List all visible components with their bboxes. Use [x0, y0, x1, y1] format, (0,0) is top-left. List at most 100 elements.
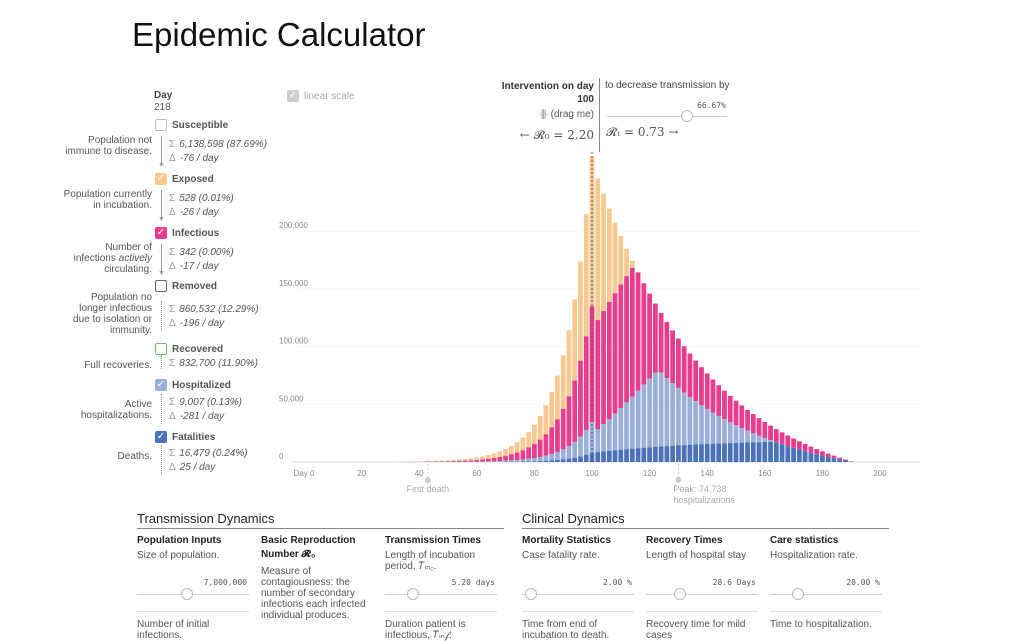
param-slider-track[interactable]: [770, 594, 882, 595]
bar-infectious: [641, 283, 646, 384]
param-description: Measure of contagiousness: the number of…: [261, 566, 379, 621]
bar-infectious: [474, 460, 479, 462]
bar-hospitalized: [497, 461, 502, 462]
decrease-slider-knob[interactable]: [681, 110, 693, 122]
compartment-description: Active hospitalizations.: [62, 399, 152, 421]
param-value: 28.6 Days: [646, 578, 756, 587]
param-slider-knob[interactable]: [674, 588, 686, 600]
day-value: 218: [154, 102, 171, 113]
flow-connector: [161, 301, 162, 331]
checked-checkbox-icon: ✓: [155, 379, 167, 391]
bar-infectious: [739, 405, 744, 428]
intervention-day: 100: [577, 94, 594, 105]
bar-fatalities: [595, 452, 600, 462]
delta-value: -196 / day: [180, 318, 224, 329]
delta-value: -76 / day: [180, 153, 219, 164]
param-slider-track[interactable]: [646, 594, 758, 595]
intervention-handle-line[interactable]: [599, 78, 600, 152]
bar-infectious: [521, 450, 526, 459]
compartment-description: Full recoveries.: [62, 360, 152, 371]
compartment-toggle-recovered[interactable]: Recovered: [155, 343, 223, 355]
bar-hospitalized: [526, 459, 531, 462]
bar-hospitalized: [693, 401, 698, 444]
bar-infectious: [665, 322, 670, 378]
bar-infectious: [624, 276, 629, 402]
bar-infectious: [682, 346, 687, 392]
bar-infectious: [618, 285, 623, 409]
compartment-delta: Δ 25 / day: [169, 461, 248, 475]
linear-scale-toggle[interactable]: ✓ linear scale: [287, 90, 355, 102]
bar-infectious: [716, 385, 721, 416]
bar-infectious: [497, 457, 502, 461]
bar-infectious: [843, 460, 848, 461]
param-separator: [646, 611, 758, 612]
bar-infectious: [549, 428, 554, 454]
param-slider-knob[interactable]: [792, 588, 804, 600]
param-description-secondary: Number of initial infections.: [137, 619, 255, 641]
bar-exposed: [486, 455, 491, 459]
bar-infectious: [647, 294, 652, 379]
decrease-slider-track[interactable]: [607, 116, 727, 117]
bar-fatalities: [561, 459, 566, 462]
compartment-label: Fatalities: [172, 432, 215, 443]
sum-value: 528 (0.01%): [179, 193, 233, 204]
param-value: 5.20 days: [385, 578, 495, 587]
param-slider-knob[interactable]: [525, 588, 537, 600]
param-slider-knob[interactable]: [181, 588, 193, 600]
peak-dot: [675, 477, 681, 483]
compartment-toggle-fatalities[interactable]: ✓Fatalities: [155, 431, 215, 443]
delta-value: 25 / day: [180, 462, 216, 473]
compartment-delta: Δ-26 / day: [169, 206, 234, 220]
bar-fatalities: [682, 445, 687, 462]
bar-fatalities: [526, 461, 531, 462]
bar-infectious: [688, 354, 693, 397]
compartment-delta: Δ-281 / day: [169, 410, 242, 424]
bar-fatalities: [636, 448, 641, 462]
param-slider-track[interactable]: [522, 594, 634, 595]
y-tick-label: 0: [279, 452, 284, 461]
param-description: Length of incubation period, 𝑇ᵢₙ꜀.: [385, 550, 503, 572]
bar-fatalities: [774, 442, 779, 462]
compartment-toggle-infectious[interactable]: ✓Infectious: [155, 227, 219, 239]
bar-infectious: [809, 447, 814, 453]
intervention-label: Intervention on day 100: [490, 80, 594, 106]
compartment-toggle-hospitalized[interactable]: ✓Hospitalized: [155, 379, 231, 391]
bar-exposed: [572, 299, 577, 380]
bar-infectious: [526, 447, 531, 458]
bar-fatalities: [757, 442, 762, 462]
bar-fatalities: [567, 459, 572, 462]
bar-fatalities: [584, 455, 589, 462]
sum-value: 342 (0.00%): [179, 247, 233, 258]
delta-icon: Δ: [169, 462, 176, 473]
param-description: Size of population.: [137, 550, 255, 561]
param-slider-track[interactable]: [385, 594, 497, 595]
bar-exposed: [457, 460, 462, 461]
param-slider-track[interactable]: [137, 594, 249, 595]
bar-fatalities: [780, 444, 785, 462]
bar-hospitalized: [768, 440, 773, 442]
page-title: Epidemic Calculator: [132, 16, 425, 54]
compartment-toggle-removed[interactable]: Removed: [155, 280, 217, 292]
bar-hospitalized: [705, 409, 710, 444]
checkbox-icon: [155, 343, 167, 355]
bar-exposed: [607, 209, 612, 302]
compartment-toggle-susceptible[interactable]: Susceptible: [155, 119, 228, 131]
arrow-down-icon: ▼: [158, 216, 165, 223]
bar-infectious: [584, 336, 589, 430]
param-slider-knob[interactable]: [407, 588, 419, 600]
compartment-toggle-exposed[interactable]: ✓Exposed: [155, 173, 214, 185]
bar-infectious: [463, 461, 468, 462]
bar-hospitalized: [584, 430, 589, 455]
bar-hospitalized: [670, 383, 675, 446]
bar-hospitalized: [618, 408, 623, 450]
bar-infectious: [532, 444, 537, 458]
bar-fatalities: [693, 445, 698, 462]
bar-hospitalized: [665, 378, 670, 446]
drag-me-hint[interactable]: ·|||· (drag me): [520, 109, 594, 120]
bar-exposed: [503, 449, 508, 456]
param-description-secondary: Time to hospitalization.: [770, 619, 888, 630]
x-tick-label: 20: [357, 469, 366, 478]
